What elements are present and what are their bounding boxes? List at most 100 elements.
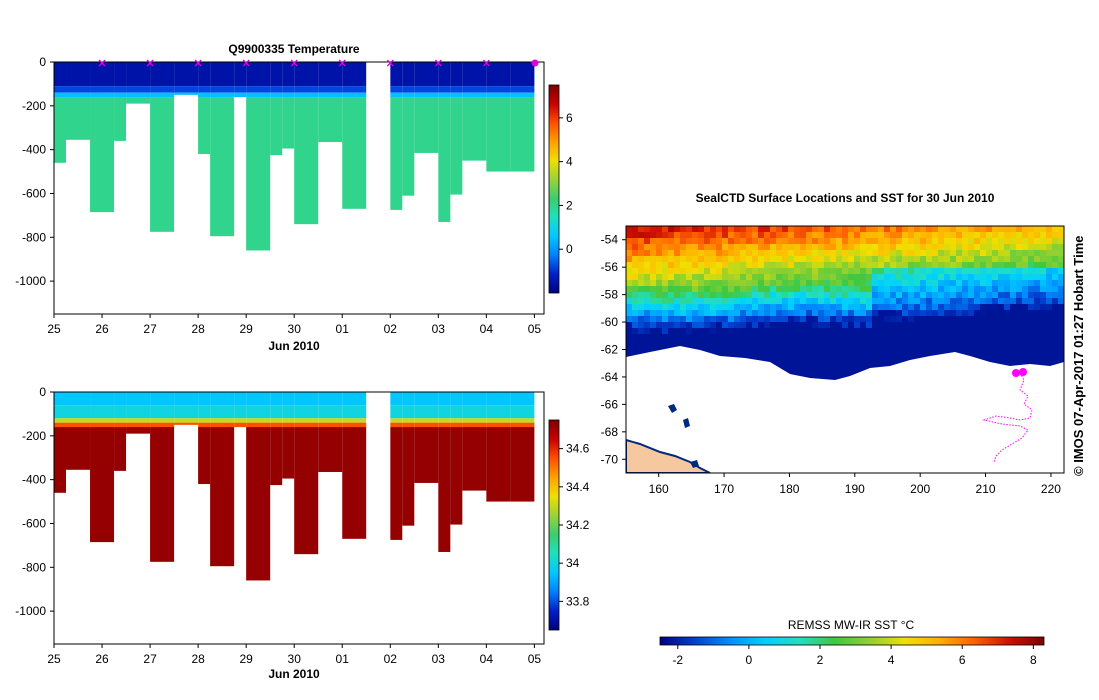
sst-cell — [938, 226, 944, 232]
sst-cell — [998, 238, 1004, 244]
sst-cell — [680, 328, 686, 334]
sst-cell — [974, 244, 980, 250]
sst-cell — [734, 274, 740, 280]
imos-credit-label: © IMOS 07-Apr-2017 01:27 Hobart Time — [1071, 235, 1086, 476]
sst-cell — [782, 238, 788, 244]
sst-cell — [794, 274, 800, 280]
sst-cell — [902, 328, 908, 334]
profile-cell — [114, 418, 127, 423]
sst-cell — [638, 334, 644, 340]
profile-cell — [510, 392, 535, 406]
sst-cell — [884, 346, 890, 352]
profile-cell — [234, 422, 247, 428]
sst-cell — [722, 274, 728, 280]
sst-cell — [902, 232, 908, 238]
sst-cell — [650, 262, 656, 268]
sst-cell — [788, 316, 794, 322]
sst-cell — [668, 328, 674, 334]
sst-cell — [962, 226, 968, 232]
sst-cell — [998, 244, 1004, 250]
profile-cell — [114, 97, 127, 141]
sst-cell — [1016, 232, 1022, 238]
sst-cell — [686, 298, 692, 304]
sst-cell — [956, 244, 962, 250]
sst-cell — [806, 364, 812, 370]
sst-cell — [938, 268, 944, 274]
sst-cell — [1010, 286, 1016, 292]
sst-cell — [854, 370, 860, 376]
sst-cell — [650, 286, 656, 292]
y-tick-label: -400 — [22, 143, 46, 157]
sst-cell — [866, 256, 872, 262]
sst-cell — [848, 370, 854, 376]
sst-cell — [740, 304, 746, 310]
sst-cell — [842, 262, 848, 268]
sst-cell — [1052, 310, 1058, 316]
sst-cell — [932, 292, 938, 298]
sst-cell — [650, 310, 656, 316]
sst-cell — [656, 244, 662, 250]
profile-cell — [510, 92, 535, 98]
sst-cell — [944, 334, 950, 340]
sst-cell — [650, 256, 656, 262]
sst-cell — [698, 310, 704, 316]
sst-cell — [632, 274, 638, 280]
sst-cell — [776, 238, 782, 244]
sst-cell — [1058, 298, 1064, 304]
sst-cell — [824, 352, 830, 358]
sst-cell — [974, 352, 980, 358]
sst-cell — [1028, 232, 1034, 238]
sst-cell — [776, 250, 782, 256]
sst-cell — [662, 244, 668, 250]
sst-cell — [950, 226, 956, 232]
sst-cell — [908, 286, 914, 292]
sst-cell — [698, 256, 704, 262]
sst-cell — [848, 328, 854, 334]
sst-cell — [848, 352, 854, 358]
sst-cell — [680, 292, 686, 298]
sst-cell — [788, 334, 794, 340]
sst-cell — [746, 298, 752, 304]
sst-cell — [968, 274, 974, 280]
profile-column — [246, 392, 271, 581]
sst-cell — [836, 280, 842, 286]
y-tick-label: -400 — [22, 473, 46, 487]
sst-cell — [866, 226, 872, 232]
sst-cell — [794, 340, 800, 346]
sst-cell — [722, 322, 728, 328]
sst-cell — [776, 232, 782, 238]
colorbar-tick-label: 2 — [566, 198, 573, 212]
data-gap — [366, 392, 391, 644]
sst-cell — [806, 274, 812, 280]
sst-cell — [848, 346, 854, 352]
profile-cell — [390, 418, 403, 423]
sst-colorbar-tick-label: -2 — [672, 653, 683, 667]
sst-cell — [740, 244, 746, 250]
sst-cell — [878, 250, 884, 256]
sst-cell — [812, 292, 818, 298]
profile-column — [450, 62, 463, 195]
sst-cell — [740, 286, 746, 292]
x-tick-label: 30 — [288, 652, 302, 666]
sst-cell — [854, 334, 860, 340]
sst-cell — [626, 310, 632, 316]
sst-cell — [788, 370, 794, 376]
profile-column — [450, 392, 463, 525]
sst-cell — [800, 316, 806, 322]
sst-cell — [770, 298, 776, 304]
sst-cell — [626, 262, 632, 268]
sst-cell — [716, 280, 722, 286]
sst-cell — [1016, 286, 1022, 292]
sst-cell — [824, 244, 830, 250]
sst-cell — [1028, 334, 1034, 340]
sst-cell — [698, 346, 704, 352]
sst-cell — [638, 286, 644, 292]
sst-cell — [824, 340, 830, 346]
sst-cell — [716, 298, 722, 304]
sst-cell — [626, 292, 632, 298]
sst-cell — [998, 340, 1004, 346]
sst-cell — [896, 298, 902, 304]
sst-cell — [950, 316, 956, 322]
